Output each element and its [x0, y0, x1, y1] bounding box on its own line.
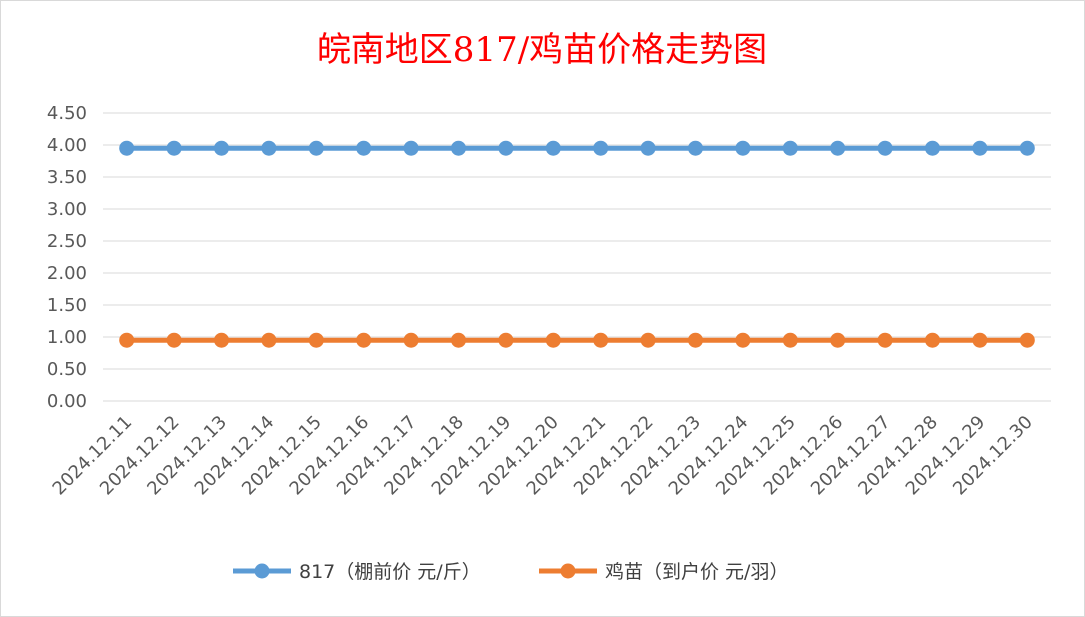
data-point — [119, 332, 135, 348]
data-point — [1019, 140, 1035, 156]
data-point — [877, 140, 893, 156]
data-point — [451, 140, 466, 156]
data-point — [166, 140, 182, 156]
data-point — [925, 332, 940, 348]
legend: 817（棚前价 元/斤） 鸡苗（到户价 元/羽） — [233, 561, 788, 583]
y-tick-label: 1.50 — [47, 295, 87, 316]
data-point — [925, 140, 940, 156]
data-point — [640, 140, 656, 156]
y-tick-label: 0.50 — [47, 359, 87, 380]
data-point — [1019, 332, 1035, 348]
data-point — [877, 332, 893, 348]
y-tick-label: 0.00 — [47, 391, 87, 412]
legend-item-1: 817（棚前价 元/斤） — [233, 561, 481, 583]
x-axis-ticks: 2024.12.112024.12.122024.12.132024.12.14… — [49, 412, 1037, 500]
data-point — [972, 332, 988, 348]
chart-title: 皖南地区817/鸡苗价格走势图 — [317, 30, 767, 70]
data-point — [688, 140, 703, 156]
legend-label: 817（棚前价 元/斤） — [299, 561, 481, 583]
y-axis-ticks: 0.00 0.50 1.00 1.50 2.00 2.50 3.00 3.50 4.00 4.50 — [47, 103, 87, 412]
data-point — [830, 140, 846, 156]
data-point — [261, 332, 277, 348]
data-point — [356, 140, 372, 156]
data-point — [214, 140, 229, 156]
data-point — [119, 140, 135, 156]
data-point — [356, 332, 372, 348]
data-point — [498, 332, 514, 348]
y-tick-label: 2.00 — [47, 263, 87, 284]
legend-label: 鸡苗（到户价 元/羽） — [605, 561, 788, 583]
data-point — [735, 140, 751, 156]
data-point — [166, 332, 182, 348]
data-point — [498, 140, 514, 156]
y-tick-label: 4.50 — [47, 103, 87, 124]
legend-swatch-marker — [254, 563, 270, 579]
series-1 — [119, 140, 1035, 156]
data-point — [782, 140, 798, 156]
legend-swatch-marker — [560, 563, 576, 579]
data-point — [640, 332, 656, 348]
data-point — [308, 140, 324, 156]
data-point — [451, 332, 466, 348]
data-point — [735, 332, 751, 348]
data-point — [593, 332, 609, 348]
data-point — [782, 332, 798, 348]
y-tick-label: 3.50 — [47, 167, 87, 188]
y-tick-label: 1.00 — [47, 327, 87, 348]
data-point — [214, 332, 229, 348]
data-point — [308, 332, 324, 348]
data-point — [688, 332, 703, 348]
y-tick-label: 3.00 — [47, 199, 87, 220]
data-point — [545, 140, 561, 156]
data-point — [972, 140, 988, 156]
data-point — [403, 140, 419, 156]
data-point — [593, 140, 609, 156]
series-layer — [119, 140, 1035, 348]
grid-lines — [103, 112, 1051, 402]
data-point — [403, 332, 419, 348]
data-point — [261, 140, 277, 156]
legend-item-2: 鸡苗（到户价 元/羽） — [539, 561, 788, 583]
y-tick-label: 2.50 — [47, 231, 87, 252]
data-point — [545, 332, 561, 348]
y-tick-label: 4.00 — [47, 135, 87, 156]
data-point — [830, 332, 846, 348]
series-2 — [119, 332, 1035, 348]
